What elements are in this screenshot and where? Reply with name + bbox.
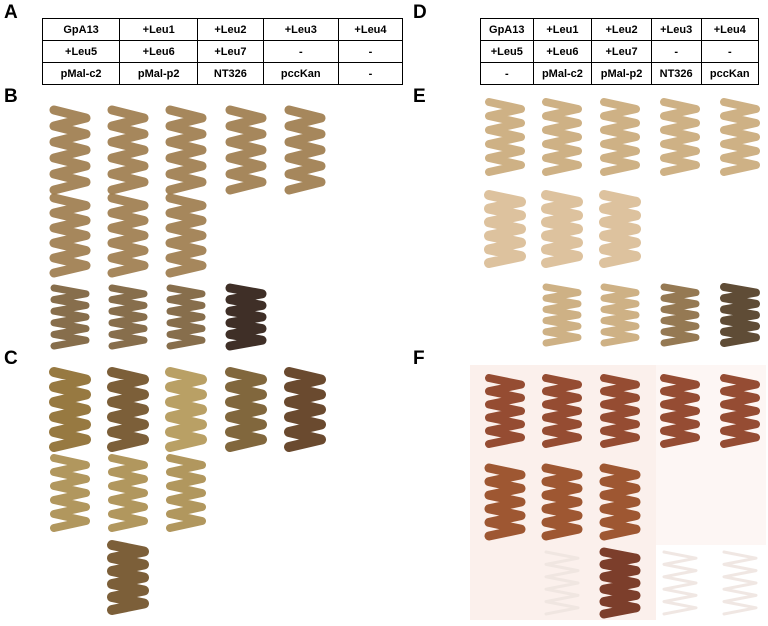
table-cell: pccKan	[700, 62, 760, 85]
bacterial-streak	[600, 98, 640, 176]
table-row: +Leu5 +Leu6 +Leu7- -	[41, 40, 404, 63]
bacterial-streak	[542, 283, 582, 347]
bacterial-streak	[485, 374, 525, 448]
table-cell: GpA13	[41, 18, 121, 41]
table-cell: pMal-p2	[591, 62, 652, 85]
bacterial-streak	[541, 463, 583, 541]
bacterial-streak	[225, 105, 267, 195]
bacterial-streak	[284, 367, 326, 452]
table-cell: pMal-c2	[532, 62, 593, 85]
table-cell: +Leu7	[197, 40, 264, 63]
table-cell: -	[700, 40, 760, 63]
bacterial-streak	[165, 367, 207, 452]
table-cell: -	[337, 62, 404, 85]
table-row: +Leu5 +Leu6 +Leu7- -	[480, 40, 760, 63]
table-cell: +Leu4	[337, 18, 404, 41]
table-cell: pMal-p2	[119, 62, 199, 85]
table-cell: +Leu1	[532, 18, 593, 41]
bacterial-streak	[166, 284, 206, 350]
table-cell: +Leu5	[480, 40, 534, 63]
bacterial-streak	[660, 283, 700, 347]
bacterial-streak	[720, 283, 760, 347]
bacterial-streak	[225, 367, 267, 452]
bacterial-streak	[541, 190, 583, 268]
bacterial-streak	[599, 190, 641, 268]
table-row: - pMal-c2 pMal-p2 NT326 pccKan	[480, 62, 760, 85]
table-cell: +Leu2	[591, 18, 652, 41]
strain-table: GpA13 +Leu1 +Leu2 +Leu3 +Leu4 +Leu5 +Leu6 +Leu7…	[480, 18, 760, 85]
table-cell: -	[650, 40, 702, 63]
table-cell: -	[337, 40, 404, 63]
table-cell: NT326	[650, 62, 702, 85]
bacterial-streak	[600, 283, 640, 347]
bacterial-streak	[485, 98, 525, 176]
table-cell: +Leu2	[197, 18, 264, 41]
bacterial-streak	[722, 550, 758, 616]
bacterial-streak	[484, 190, 526, 268]
bacterial-streak	[49, 105, 91, 195]
bacterial-streak	[165, 105, 207, 195]
bacterial-streak	[599, 547, 641, 619]
bacterial-streak	[165, 193, 207, 278]
bacterial-streak	[600, 374, 640, 448]
bacterial-streak	[662, 550, 698, 616]
bacterial-streak	[544, 550, 580, 616]
bacterial-streak	[166, 454, 206, 532]
panel-label: B	[4, 86, 18, 107]
table-cell: GpA13	[480, 18, 534, 41]
table-cell: pMal-c2	[41, 62, 121, 85]
table-cell: +Leu6	[119, 40, 199, 63]
bacterial-streak	[108, 454, 148, 532]
bacterial-streak	[720, 374, 760, 448]
bacterial-streak	[107, 540, 149, 615]
table-cell: NT326	[197, 62, 264, 85]
bacterial-streak	[107, 367, 149, 452]
table-cell: pccKan	[262, 62, 339, 85]
table-row: pMal-c2 pMal-p2 NT326 pccKan -	[41, 62, 404, 85]
table-cell: +Leu3	[650, 18, 702, 41]
bacterial-streak	[49, 367, 91, 452]
table-cell: -	[262, 40, 339, 63]
table-cell: +Leu3	[262, 18, 339, 41]
table-cell: +Leu1	[119, 18, 199, 41]
bacterial-streak	[225, 283, 267, 351]
bacterial-streak	[599, 463, 641, 541]
table-cell: -	[480, 62, 534, 85]
bacterial-streak	[542, 98, 582, 176]
bacterial-streak	[107, 105, 149, 195]
panel-label: D	[413, 2, 427, 23]
bacterial-streak	[50, 454, 90, 532]
panel-label: E	[413, 86, 426, 107]
bacterial-streak	[284, 105, 326, 195]
strain-table: GpA13 +Leu1 +Leu2 +Leu3 +Leu4 +Leu5 +Leu6 +Leu7…	[41, 18, 404, 85]
bacterial-streak	[542, 374, 582, 448]
table-row: GpA13 +Leu1 +Leu2 +Leu3 +Leu4	[480, 18, 760, 41]
table-cell: +Leu4	[700, 18, 760, 41]
table-cell: +Leu7	[591, 40, 652, 63]
bacterial-streak	[108, 284, 148, 350]
bacterial-streak	[484, 463, 526, 541]
panel-label: A	[4, 2, 18, 23]
panel-label: F	[413, 348, 425, 369]
bacterial-streak	[660, 374, 700, 448]
bacterial-streak	[660, 98, 700, 176]
bacterial-streak	[50, 284, 90, 350]
table-cell: +Leu5	[41, 40, 121, 63]
bacterial-streak	[49, 193, 91, 278]
bacterial-streak	[107, 193, 149, 278]
table-row: GpA13 +Leu1 +Leu2 +Leu3 +Leu4	[41, 18, 404, 41]
table-cell: +Leu6	[532, 40, 593, 63]
panel-label: C	[4, 348, 18, 369]
bacterial-streak	[720, 98, 760, 176]
